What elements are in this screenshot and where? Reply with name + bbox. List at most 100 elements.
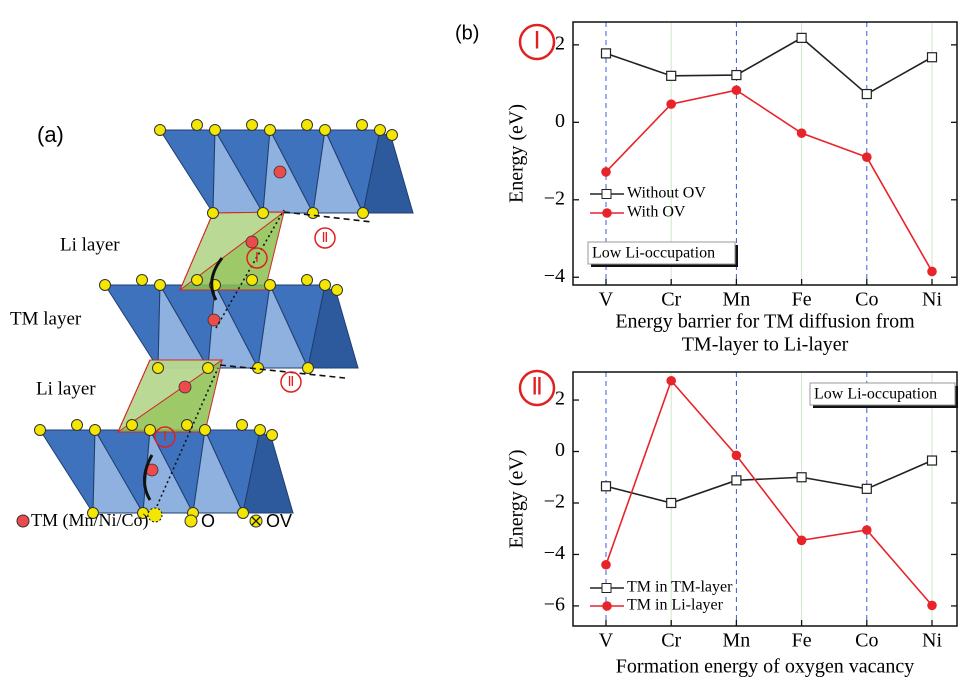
data-point	[667, 498, 676, 507]
panel-marker: Ⅰ	[533, 29, 540, 55]
oxygen-atom	[320, 125, 331, 136]
oxygen-atom	[100, 280, 111, 291]
y-tick-label: −4	[544, 542, 565, 564]
data-point	[666, 376, 676, 386]
y-tick-label: −6	[544, 594, 565, 616]
data-point	[602, 482, 611, 491]
data-point	[601, 167, 611, 177]
data-point	[797, 128, 807, 138]
data-point	[667, 71, 676, 80]
diagram	[35, 120, 414, 523]
legend-symbol	[17, 515, 29, 527]
data-point	[732, 476, 741, 485]
legend-symbol	[602, 601, 612, 611]
oxygen-atom	[303, 363, 314, 374]
series-line	[606, 381, 932, 606]
data-point	[732, 85, 742, 95]
oxygen-atom	[238, 508, 249, 519]
oxygen-atom	[258, 208, 269, 219]
legend-label: Without OV	[627, 185, 706, 202]
annotation: Low Li-occupation	[592, 245, 715, 262]
layer-label: Li layer	[36, 378, 96, 399]
oxygen-atom	[200, 425, 211, 436]
x-axis-label: Energy barrier for TM diffusion from	[615, 311, 915, 333]
y-tick-label: 0	[555, 110, 565, 132]
oxygen-atom	[137, 275, 148, 286]
oxygen-atom	[72, 420, 83, 431]
legend-label: OV	[266, 511, 292, 531]
octahedron-face	[40, 430, 95, 513]
y-tick-label: 0	[555, 439, 565, 461]
y-axis-label: Energy (eV)	[506, 449, 528, 548]
oxygen-atom	[308, 208, 319, 219]
oxygen-atom	[247, 120, 258, 131]
oxygen-atom	[387, 130, 398, 141]
y-tick-label: −2	[544, 187, 565, 209]
data-point	[928, 53, 937, 62]
tm-atom	[274, 166, 286, 178]
vacancy	[148, 508, 162, 522]
x-tick-label: Cr	[661, 289, 681, 311]
y-tick-label: 2	[555, 32, 565, 54]
data-point	[797, 473, 806, 482]
x-tick-label: V	[599, 289, 614, 311]
octahedron-face	[105, 285, 160, 368]
oxygen-atom	[208, 208, 219, 219]
x-axis-label: Formation energy of oxygen vacancy	[616, 656, 914, 678]
layer-label: TM layer	[10, 308, 82, 329]
legend-label: O	[201, 511, 215, 531]
layer-label: Li layer	[60, 234, 120, 255]
oxygen-atom	[255, 425, 266, 436]
data-point	[666, 99, 676, 109]
panel-label: (b)	[455, 22, 479, 44]
data-point	[862, 152, 872, 162]
data-point	[928, 456, 937, 465]
panel-label: (a)	[37, 122, 64, 147]
tm-atom	[179, 381, 191, 393]
oxygen-atom	[155, 280, 166, 291]
oxygen-atom	[265, 280, 276, 291]
legend-symbol	[185, 515, 197, 527]
tm-atom	[208, 314, 220, 326]
data-point	[732, 71, 741, 80]
oxygen-atom	[203, 363, 214, 374]
y-tick-label: 2	[555, 388, 565, 410]
x-tick-label: Fe	[792, 630, 812, 652]
data-point	[732, 451, 742, 461]
x-tick-label: Mn	[723, 289, 751, 311]
oxygen-atom	[358, 208, 369, 219]
x-axis-label: TM-layer to Li-layer	[682, 334, 849, 356]
oxygen-atom	[247, 275, 258, 286]
legend-label: TM in TM-layer	[627, 579, 733, 596]
data-point	[797, 33, 806, 42]
x-tick-label: Mn	[723, 630, 751, 652]
data-point	[601, 560, 611, 570]
x-tick-label: Co	[855, 630, 878, 652]
panel-marker: Ⅱ	[531, 375, 543, 401]
data-point	[797, 536, 807, 546]
series-line	[606, 38, 932, 94]
oxygen-atom	[237, 420, 248, 431]
x-tick-label: Ni	[922, 289, 942, 311]
oxygen-atom	[192, 275, 203, 286]
oxygen-atom	[145, 425, 156, 436]
site-marker: Ⅰ	[163, 430, 167, 445]
data-point	[862, 484, 871, 493]
tm-atom	[246, 236, 258, 248]
oxygen-atom	[127, 420, 138, 431]
y-axis-label: Energy (eV)	[506, 104, 528, 203]
figure: (a) Li layer TM layer Li layer ⅠⅡⅠⅡTM (M…	[0, 0, 964, 687]
data-point	[862, 525, 872, 535]
octahedron-face	[160, 130, 215, 213]
oxygen-atom	[320, 280, 331, 291]
oxygen-atom	[302, 275, 313, 286]
oxygen-atom	[375, 125, 386, 136]
site-marker: Ⅱ	[322, 231, 329, 246]
oxygen-atom	[357, 120, 368, 131]
site-marker: Ⅱ	[288, 375, 295, 390]
oxygen-atom	[182, 420, 193, 431]
oxygen-atom	[267, 430, 278, 441]
oxygen-atom	[210, 125, 221, 136]
data-point	[862, 90, 871, 99]
